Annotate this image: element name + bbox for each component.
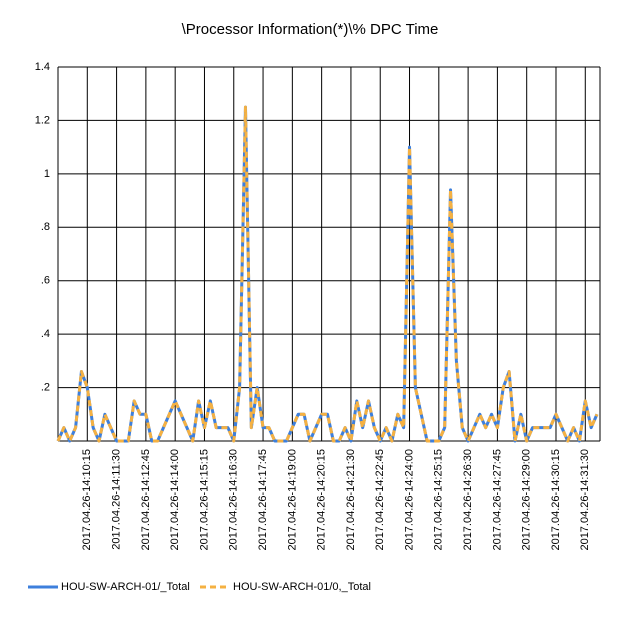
x-tick-label: 2017.04.26-14:22:45: [374, 449, 386, 551]
series-line: [56, 105, 599, 443]
y-tick-label: 1.2: [35, 114, 50, 126]
x-tick-label: 2017.04.26-14:12:45: [140, 449, 152, 551]
x-tick-label: 2017.04.26-14:10:15: [81, 449, 93, 551]
y-tick-label: 1: [44, 168, 50, 180]
x-tick-label: 2017.04.26-14:31:30: [579, 449, 591, 551]
x-tick-label: 2017.04.26-14:30:15: [550, 449, 562, 551]
y-tick-label: .8: [41, 221, 50, 233]
x-tick-label: 2017.04.26-14:20:15: [316, 449, 328, 551]
x-tick-label: 2017.04.26-14:26:30: [462, 449, 474, 551]
y-tick-label: .2: [41, 381, 50, 393]
series-line: [56, 105, 599, 443]
y-tick-label: .4: [41, 328, 50, 340]
x-tick-label: 2017.04.26-14:24:00: [403, 449, 415, 551]
x-tick-label: 2017.04.26-14:17:45: [257, 449, 269, 551]
x-tick-label: 2017.04.26-14:29:00: [521, 449, 533, 551]
x-tick-label: 2017.04.26-14:25:15: [433, 449, 445, 551]
x-tick-label: 2017.04.26-14:27:45: [491, 449, 503, 551]
x-tick-label: 2017.04.26-14:16:30: [228, 449, 240, 551]
x-tick-label: 2017.04.26-14:21:30: [345, 449, 357, 551]
y-tick-label: 1.4: [35, 61, 50, 73]
y-tick-label: .6: [41, 275, 50, 287]
chart-title: \Processor Information(*)\% DPC Time: [182, 21, 439, 38]
x-tick-label: 2017.04.26-14:15:15: [198, 449, 210, 551]
x-tick-label: 2017.04.26-14:19:00: [286, 449, 298, 551]
x-tick-label: 2017.04.26-14:11:30: [110, 449, 122, 550]
x-tick-label: 2017.04.26-14:14:00: [169, 449, 181, 551]
legend-label: HOU-SW-ARCH-01/0,_Total: [233, 581, 371, 593]
legend-label: HOU-SW-ARCH-01/_Total: [61, 581, 190, 593]
